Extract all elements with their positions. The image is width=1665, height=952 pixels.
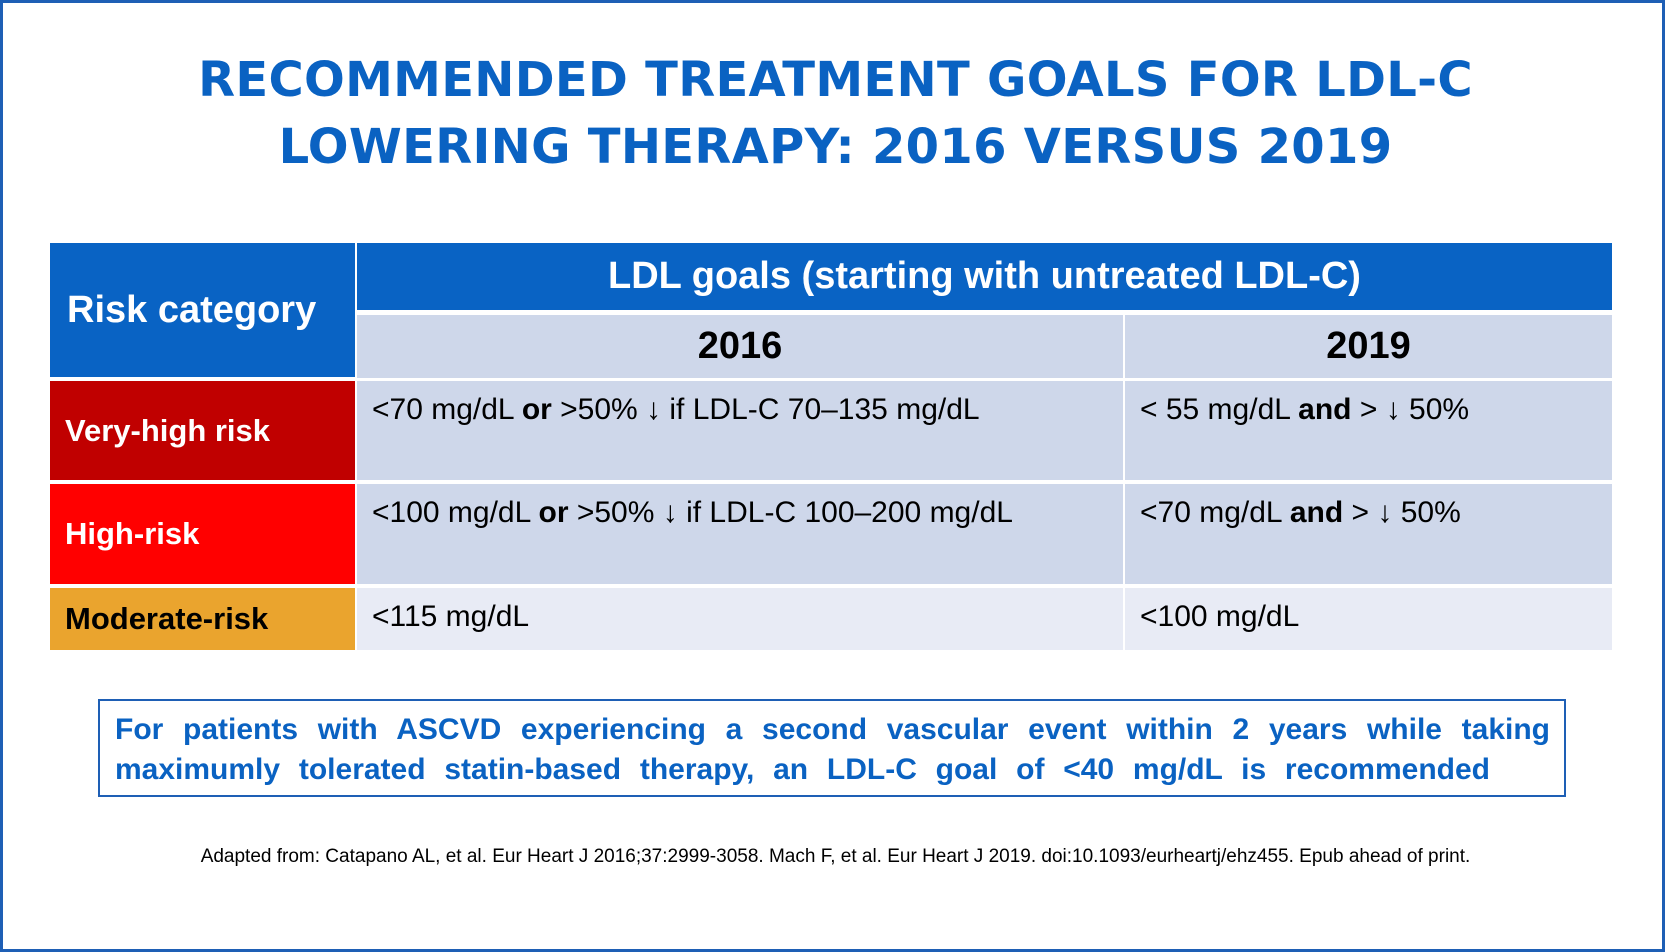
ldl-goals-header: LDL goals (starting with untreated LDL-C…	[357, 243, 1612, 310]
slide-title: RECOMMENDED TREATMENT GOALS FOR LDL-C LO…	[3, 47, 1665, 181]
risk-category-header: Risk category	[50, 243, 355, 377]
goal-2019-moderate: <100 mg/dL	[1125, 588, 1612, 650]
goal-2016-moderate: <115 mg/dL	[357, 588, 1123, 650]
risk-high: High-risk	[50, 484, 355, 584]
goal-2016-high: <100 mg/dL or >50% ↓ if LDL-C 100–200 mg…	[357, 484, 1123, 584]
ascvd-note-box: For patients with ASCVD experiencing a s…	[98, 699, 1566, 797]
title-line-1: RECOMMENDED TREATMENT GOALS FOR LDL-C	[198, 52, 1473, 108]
title-line-2: LOWERING THERAPY: 2016 VERSUS 2019	[278, 119, 1393, 175]
year-2019-header: 2019	[1125, 315, 1612, 378]
goal-2016-very-high: <70 mg/dL or >50% ↓ if LDL-C 70–135 mg/d…	[357, 381, 1123, 480]
year-2016-header: 2016	[357, 315, 1123, 378]
goal-2019-very-high: < 55 mg/dL and > ↓ 50%	[1125, 381, 1612, 480]
source-citation: Adapted from: Catapano AL, et al. Eur He…	[200, 846, 1471, 867]
goal-2019-high: <70 mg/dL and > ↓ 50%	[1125, 484, 1612, 584]
risk-very-high: Very-high risk	[50, 381, 355, 480]
note-line-2: maximumly tolerated statin-based therapy…	[115, 753, 1490, 786]
note-line-1: For patients with ASCVD experiencing a s…	[115, 713, 1550, 746]
risk-moderate: Moderate-risk	[50, 588, 355, 650]
